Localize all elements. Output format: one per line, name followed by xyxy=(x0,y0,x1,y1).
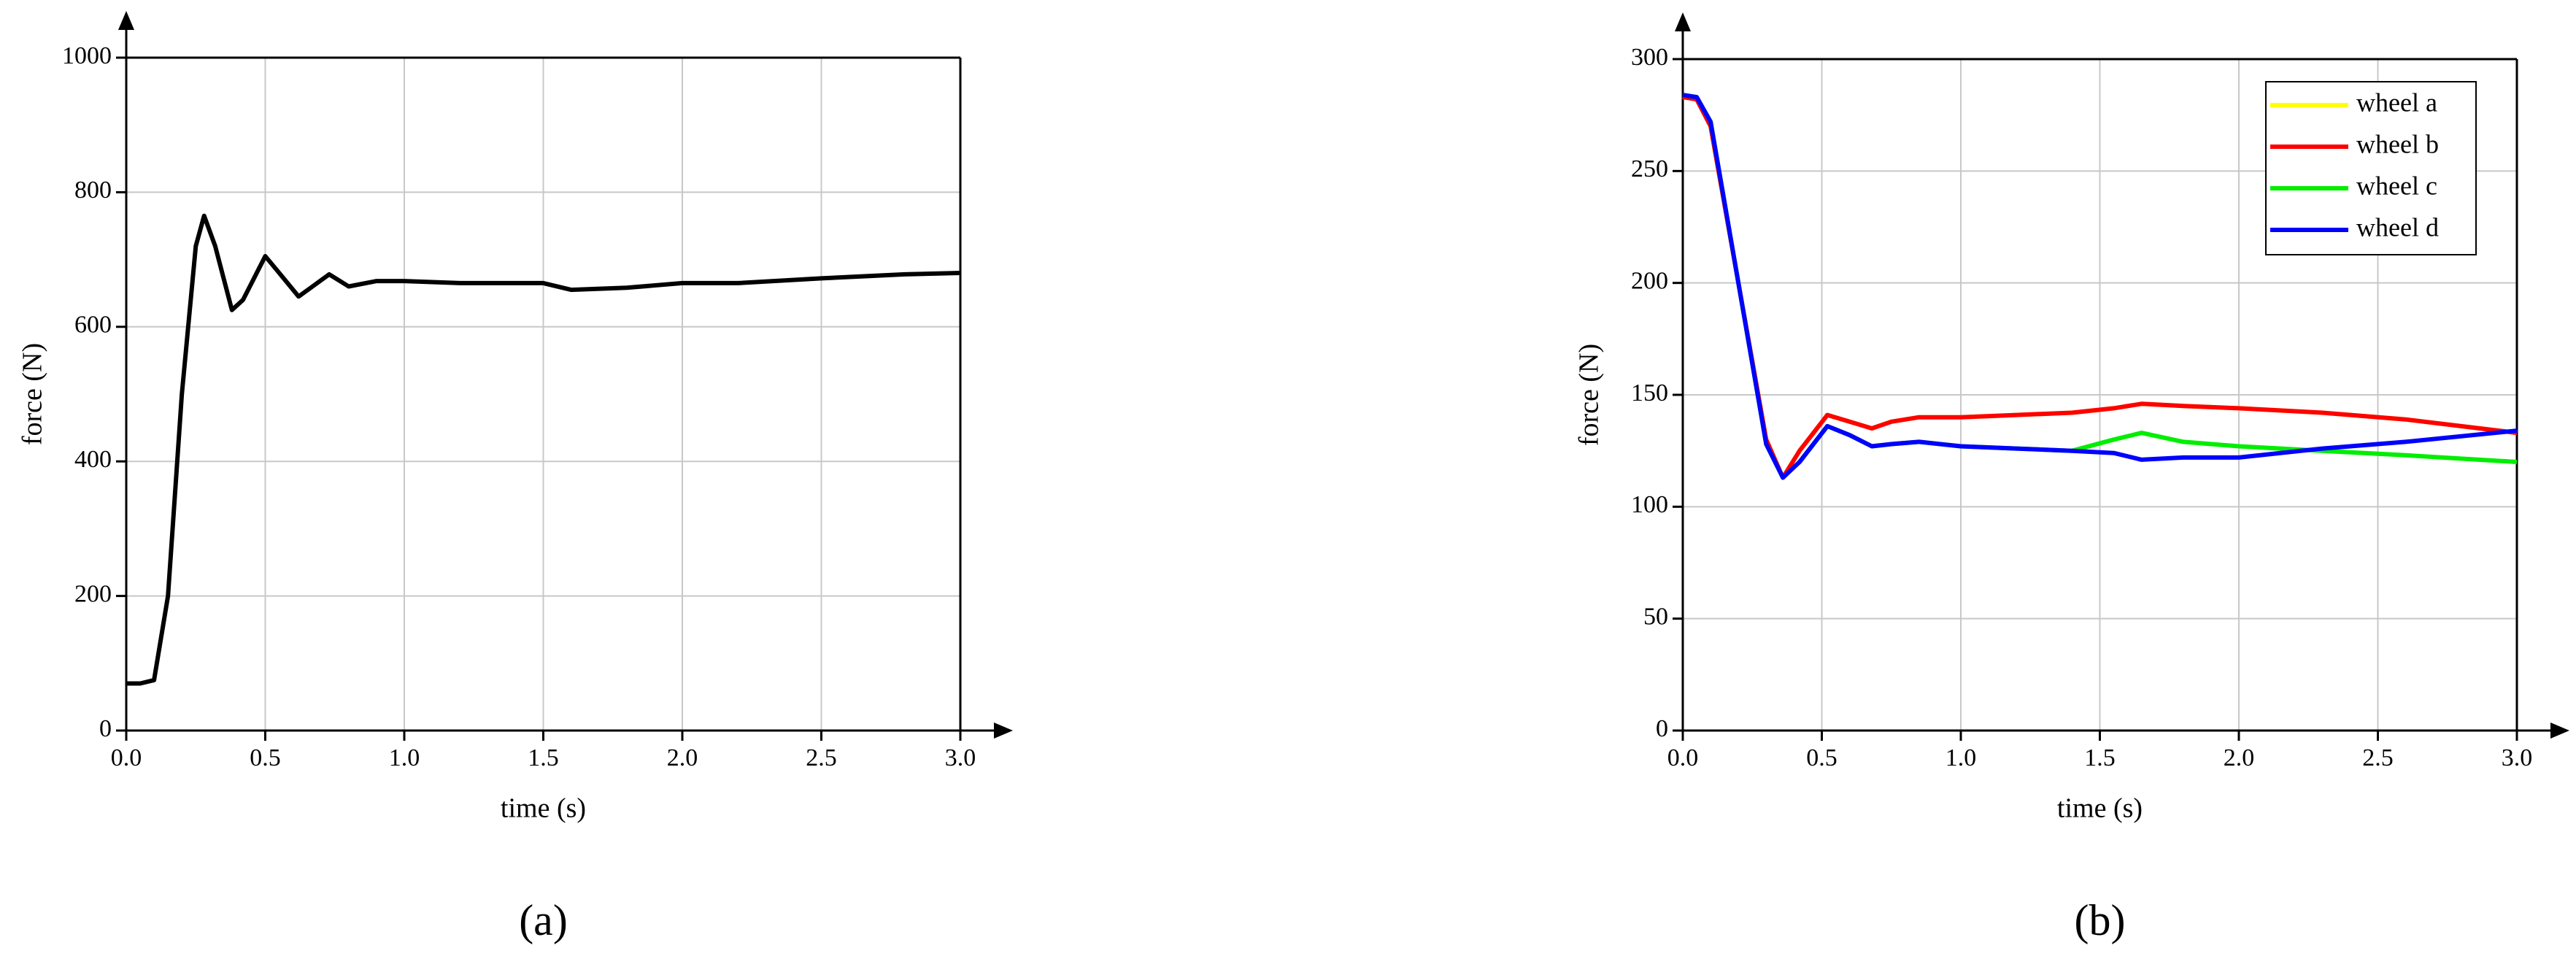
line xyxy=(1682,93,2518,480)
x-arrow xyxy=(2550,723,2569,739)
x-tick-label: 2.0 xyxy=(667,744,698,771)
y-tick-label: 250 xyxy=(1631,155,1668,182)
y-tick-label: 50 xyxy=(1643,603,1668,630)
x-axis-title: time (s) xyxy=(501,793,586,824)
y-tick-label: 1000 xyxy=(62,42,112,69)
y-arrow xyxy=(1675,12,1691,31)
x-axis-title: time (s) xyxy=(2057,793,2143,824)
legend-box xyxy=(2265,81,2477,255)
legend-label: wheel c xyxy=(2356,171,2437,200)
y-axis-title: force (N) xyxy=(18,343,48,445)
x-tick-label: 3.0 xyxy=(2502,744,2533,771)
y-tick-label: 150 xyxy=(1631,380,1668,407)
y-tick-label: 600 xyxy=(74,312,112,339)
x-tick-label: 2.0 xyxy=(2224,744,2255,771)
x-tick-label: 3.0 xyxy=(945,744,976,771)
x-arrow xyxy=(994,723,1013,739)
x-tick-label: 1.0 xyxy=(389,744,420,771)
x-tick-label: 2.5 xyxy=(2362,744,2394,771)
y-tick-label: 0 xyxy=(1656,715,1668,742)
x-tick-label: 0.5 xyxy=(1806,744,1837,771)
caption: (a) xyxy=(519,896,568,944)
y-arrow xyxy=(118,11,134,30)
y-tick-label: 400 xyxy=(74,446,112,473)
x-tick-label: 1.5 xyxy=(2084,744,2116,771)
x-tick-label: 1.5 xyxy=(528,744,559,771)
legend-label: wheel a xyxy=(2356,88,2437,117)
y-tick-label: 0 xyxy=(99,715,112,742)
line xyxy=(126,213,961,686)
y-tick-label: 200 xyxy=(74,580,112,607)
x-tick-label: 2.5 xyxy=(806,744,837,771)
caption: (b) xyxy=(2075,896,2126,944)
y-tick-label: 800 xyxy=(74,177,112,204)
legend-label: wheel d xyxy=(2356,212,2439,242)
x-tick-label: 0.0 xyxy=(1667,744,1699,771)
legend-label: wheel b xyxy=(2356,129,2439,158)
y-axis-title: force (N) xyxy=(1574,344,1605,446)
x-tick-label: 0.0 xyxy=(111,744,142,771)
y-tick-label: 100 xyxy=(1631,491,1668,518)
y-tick-label: 300 xyxy=(1631,44,1668,71)
y-tick-label: 200 xyxy=(1631,267,1668,294)
x-tick-label: 1.0 xyxy=(1946,744,1977,771)
x-tick-label: 0.5 xyxy=(250,744,281,771)
